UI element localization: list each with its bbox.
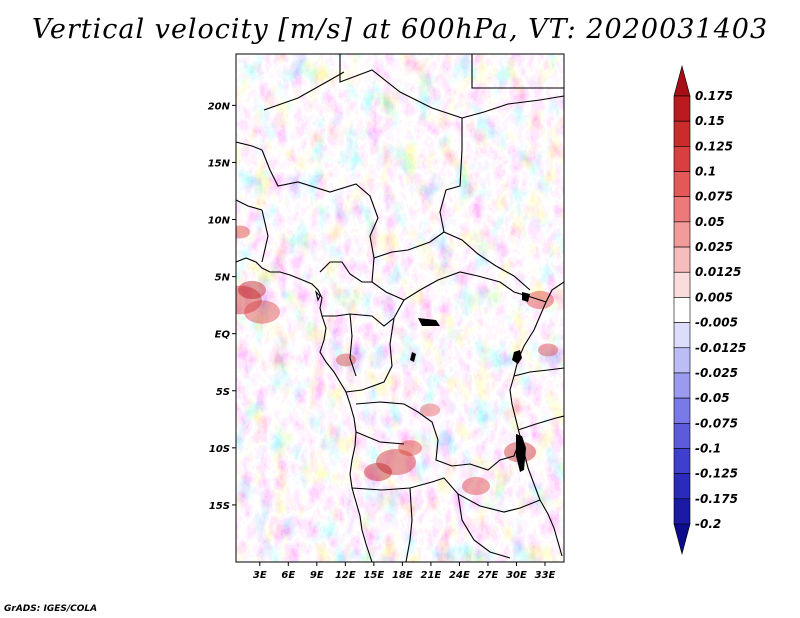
upward-motion-hotspots [236, 225, 558, 496]
lon-tick-label: 6E [281, 570, 295, 581]
colorbar: 0.175 0.15 0.125 0.1 0.075 0.05 0.025 0.0125 0.0… [673, 64, 746, 556]
colorbar-label: -0.0125 [695, 341, 746, 355]
lat-tick-label: 15S [209, 501, 230, 512]
colorbar-block [673, 196, 691, 223]
colorbar-block [673, 498, 691, 525]
grads-credit: GrADS: IGES/COLA [4, 604, 98, 614]
upward-motion-spot [538, 343, 558, 357]
colorbar-block [673, 322, 691, 349]
lon-tick-label: 30E [506, 570, 527, 581]
colorbar-bottom-triangle [673, 523, 691, 556]
colorbar-block [673, 246, 691, 273]
colorbar-label: 0.005 [695, 290, 733, 304]
lon-tick-label: 33E [535, 570, 556, 581]
colorbar-label: 0.15 [695, 114, 725, 128]
lat-tick-label: 15N [208, 158, 231, 169]
lat-tick-label: EQ [215, 330, 231, 341]
lat-tick-label: 10N [208, 216, 231, 227]
upward-motion-spot [236, 285, 262, 315]
political-boundaries [236, 54, 564, 562]
lon-tick-label: 12E [335, 570, 356, 581]
map-frame [235, 53, 565, 563]
colorbar-block [673, 171, 691, 198]
lon-tick-label: 15E [363, 570, 384, 581]
chart-title: Vertical velocity [m/s] at 600hPa, VT: 2… [31, 14, 769, 45]
colorbar-block [673, 221, 691, 248]
colorbar-block [673, 120, 691, 147]
lon-tick-label: 9E [310, 570, 324, 581]
colorbar-label: 0.025 [695, 240, 733, 254]
upward-motion-spot [376, 449, 416, 475]
longitude-axis: 3E 6E 9E 12E 15E 18E 21E 24E 27E 30E 33E [253, 562, 556, 581]
colorbar-label: -0.175 [695, 492, 738, 506]
colorbar-label: 0.125 [695, 139, 733, 153]
colorbar-block [673, 146, 691, 172]
colorbar-label: -0.005 [695, 316, 738, 330]
colorbar-block [673, 297, 691, 323]
colorbar-block [673, 473, 691, 500]
upward-motion-spot [244, 300, 280, 324]
colorbar-block [673, 448, 691, 474]
upward-motion-spot [398, 440, 422, 456]
colorbar-block [673, 372, 691, 399]
upward-motion-spot [236, 225, 250, 239]
lat-tick-label: 20N [208, 101, 231, 112]
colorbar-label: -0.025 [695, 366, 738, 380]
lon-tick-label: 21E [421, 570, 442, 581]
lon-tick-label: 27E [478, 570, 499, 581]
colorbar-top-triangle [673, 64, 691, 97]
colorbar-label: -0.125 [695, 467, 738, 481]
colorbar-block [673, 271, 691, 298]
colorbar-label: 0.1 [695, 165, 716, 179]
vertical-velocity-field [236, 54, 564, 562]
upward-motion-spot [238, 280, 266, 300]
colorbar-block [673, 422, 691, 449]
colorbar-label: 0.075 [695, 190, 733, 204]
lon-tick-label: 24E [449, 570, 470, 581]
colorbar-block [673, 397, 691, 424]
lat-tick-label: 5N [215, 273, 231, 284]
colorbar-block [673, 95, 691, 122]
colorbar-label: -0.1 [695, 441, 721, 455]
colorbar-block [673, 347, 691, 374]
colorbar-label: -0.075 [695, 416, 738, 430]
lat-tick-label: 5S [216, 387, 230, 398]
lakes [410, 292, 530, 472]
colorbar-label: -0.2 [695, 517, 721, 531]
lat-tick-label: 10S [209, 444, 230, 455]
lon-tick-label: 3E [253, 570, 267, 581]
upward-motion-spot [364, 462, 392, 482]
colorbar-label: 0.0125 [695, 265, 741, 279]
lon-tick-label: 18E [392, 570, 413, 581]
upward-motion-spot [462, 476, 490, 496]
colorbar-label: 0.175 [695, 89, 733, 103]
colorbar-label: 0.05 [695, 215, 725, 229]
latitude-axis: 20N 15N 10N 5N EQ 5S 10S 15S [208, 101, 236, 512]
upward-motion-spot [420, 403, 440, 417]
colorbar-label: -0.05 [695, 391, 730, 405]
upward-motion-spot [336, 353, 356, 367]
